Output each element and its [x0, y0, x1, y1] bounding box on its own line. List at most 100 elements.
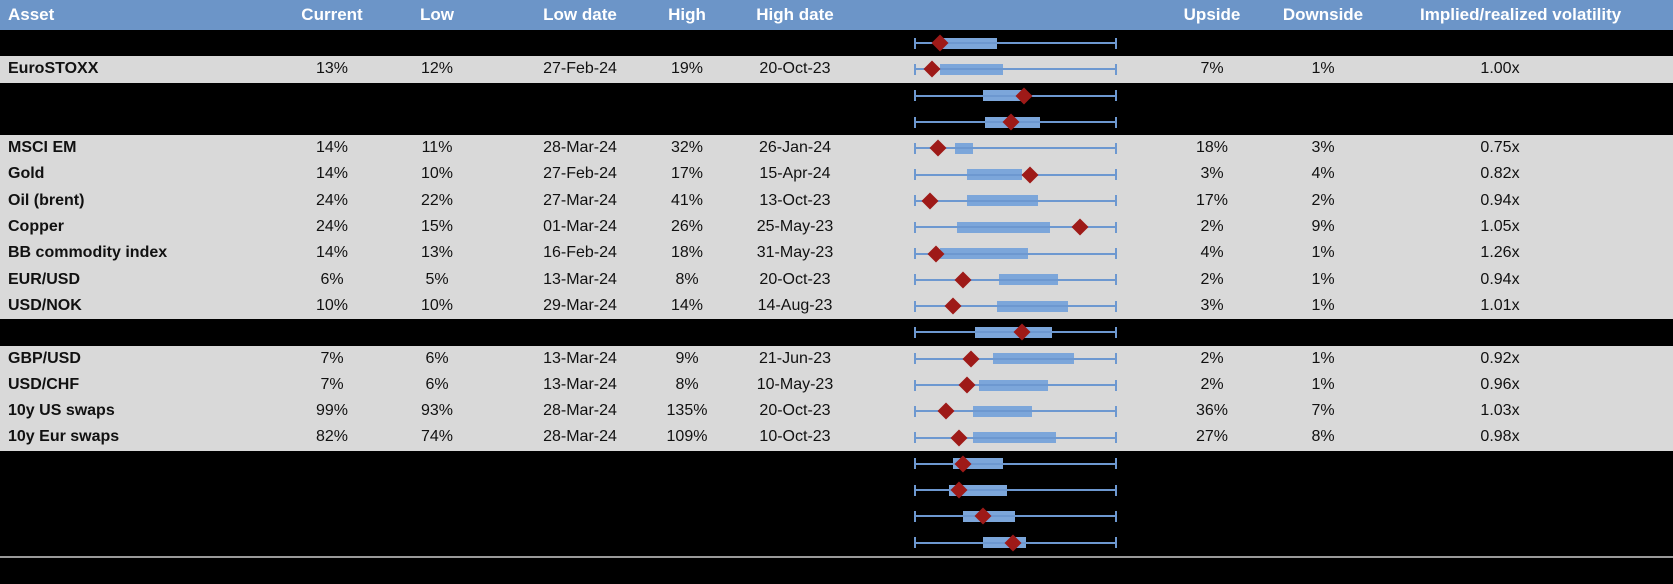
cell-upside [1164, 477, 1260, 503]
cell-low-date: 28-Mar-24 [543, 139, 617, 157]
cell-downside [1275, 83, 1371, 109]
cell-low [389, 319, 485, 345]
cell-high [655, 83, 719, 109]
cell-high: 109% [666, 428, 708, 446]
table-row: EuroSTOXX 13% 12% 27-Feb-24 19% 20-Oct-2… [0, 56, 1673, 83]
cell-low-date: 29-Mar-24 [543, 296, 617, 314]
column-header-asset: Asset [8, 5, 55, 24]
current-marker-diamond [1021, 166, 1039, 184]
whisker-cap-right [1115, 353, 1117, 365]
cell-upside: 7% [1200, 60, 1224, 78]
whisker-cap-right [1115, 379, 1117, 391]
cell-current: 24% [315, 191, 349, 209]
cell-current [284, 83, 380, 109]
cell-low: 11% [421, 139, 453, 157]
cell-implied-realized: 1.05x [1480, 218, 1520, 236]
cell-high-date: 25-May-23 [756, 218, 834, 236]
footer-separator [0, 555, 1673, 584]
table-row: USD/NOK 10% 10% 29-Mar-24 14% 14-Aug-23 … [0, 292, 1673, 320]
cell-high-date: 20-Oct-23 [759, 270, 831, 288]
cell-high-date: 21-Jun-23 [758, 349, 832, 367]
cell-high-date [720, 30, 870, 56]
box-plot [914, 161, 1117, 187]
cell-asset: EuroSTOXX [8, 60, 99, 78]
cell-downside: 8% [1311, 428, 1335, 446]
cell-low: 12% [420, 60, 454, 78]
table-row [0, 477, 1673, 504]
cell-high: 8% [675, 375, 699, 393]
current-marker-diamond [1071, 218, 1089, 236]
cell-implied-realized [1420, 83, 1580, 109]
cell-low-date: 01-Mar-24 [543, 218, 617, 236]
box-plot [914, 346, 1117, 372]
cell-upside [1164, 30, 1260, 56]
current-marker-diamond [954, 271, 972, 289]
box-plot [914, 319, 1117, 345]
cell-current: 7% [320, 375, 344, 393]
whisker-cap-left [914, 169, 916, 181]
whisker-cap-right [1115, 142, 1117, 154]
cell-downside: 1% [1311, 244, 1335, 262]
whisker-cap-right [1115, 300, 1117, 312]
whisker-line [914, 357, 1117, 360]
box-plot [914, 109, 1117, 135]
table-row: Gold 14% 10% 27-Feb-24 17% 15-Apr-24 3% … [0, 161, 1673, 188]
cell-low-date [505, 530, 655, 556]
cell-asset: 10y US swaps [8, 402, 115, 420]
whisker-cap-left [914, 274, 916, 286]
cell-asset: GBP/USD [8, 349, 81, 367]
cell-upside: 2% [1200, 375, 1224, 393]
cell-high-date: 14-Aug-23 [757, 296, 833, 314]
cell-low [389, 451, 485, 477]
cell-asset [8, 530, 288, 556]
cell-low [389, 109, 485, 135]
cell-asset: Copper [8, 218, 64, 236]
table-row [0, 319, 1673, 346]
cell-downside: 2% [1311, 191, 1335, 209]
whisker-cap-right [1115, 63, 1117, 75]
cell-current [284, 30, 380, 56]
table-body: EuroSTOXX 13% 12% 27-Feb-24 19% 20-Oct-2… [0, 30, 1673, 556]
cell-implied-realized: 0.96x [1480, 375, 1520, 393]
cell-low-date [505, 30, 655, 56]
box-plot [914, 214, 1117, 240]
cell-high [655, 109, 719, 135]
current-marker-diamond [929, 139, 947, 157]
cell-upside: 17% [1195, 191, 1229, 209]
cell-upside: 3% [1200, 296, 1224, 314]
box-plot [914, 240, 1117, 266]
cell-current: 14% [315, 139, 349, 157]
cell-downside [1275, 530, 1371, 556]
whisker-cap-left [914, 510, 916, 522]
column-header-low: Low [420, 5, 454, 24]
cell-downside [1275, 30, 1371, 56]
cell-asset [8, 319, 288, 345]
cell-low-date [505, 503, 655, 529]
column-header-implied-realized: Implied/realized volatility [1420, 5, 1622, 24]
box-plot [914, 83, 1117, 109]
cell-low: 10% [420, 165, 454, 183]
cell-current: 6% [320, 270, 344, 288]
whisker-line [914, 173, 1117, 176]
box-plot [914, 135, 1117, 161]
cell-upside [1164, 530, 1260, 556]
whisker-cap-left [914, 458, 916, 470]
whisker-cap-left [914, 537, 916, 549]
cell-implied-realized: 1.01x [1480, 296, 1520, 314]
whisker-cap-left [914, 221, 916, 233]
cell-asset [8, 451, 288, 477]
column-header-upside: Upside [1183, 5, 1241, 24]
whisker-cap-left [914, 248, 916, 260]
whisker-cap-left [914, 195, 916, 207]
table-row: BB commodity index 14% 13% 16-Feb-24 18%… [0, 240, 1673, 267]
table-row: Copper 24% 15% 01-Mar-24 26% 25-May-23 2… [0, 214, 1673, 241]
cell-downside: 9% [1311, 218, 1335, 236]
cell-low [389, 30, 485, 56]
cell-low [389, 477, 485, 503]
column-header-downside: Downside [1282, 5, 1364, 24]
whisker-cap-right [1115, 537, 1117, 549]
whisker-line [914, 42, 1117, 45]
cell-upside: 36% [1195, 402, 1229, 420]
cell-implied-realized [1420, 30, 1580, 56]
box-plot [914, 56, 1117, 82]
